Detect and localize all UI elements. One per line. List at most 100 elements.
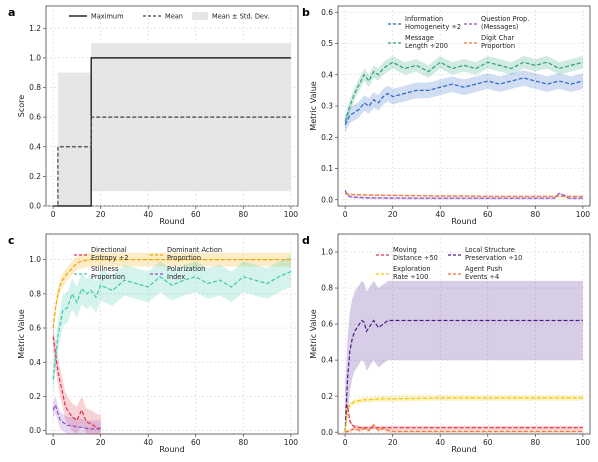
x-tick-label: 0 <box>51 210 56 219</box>
y-tick-label: 0.3 <box>321 102 333 111</box>
y-tick-label: 0.6 <box>321 320 333 329</box>
band-information-homogeneity-2 <box>345 70 583 133</box>
legend-label-stillness: Stillness Proportion <box>91 265 125 281</box>
y-tick-label: 0.4 <box>321 70 333 79</box>
ticks-b: 0 20 40 60 80 100 0.0 0.1 0.2 0.3 0.4 0.5 0.6 <box>321 8 590 219</box>
series-line-exploration-rate-100 <box>344 397 583 433</box>
legend-label-std: Mean ± Std. Dev. <box>212 13 269 21</box>
ticks-d: 0 20 40 60 80 100 0.0 0.2 0.4 0.6 0.8 1.0 <box>321 248 590 447</box>
y-tick-label: 1.2 <box>29 24 41 33</box>
y-tick-label: 0.6 <box>29 113 41 122</box>
x-tick-label: 40 <box>143 438 153 447</box>
y-tick-label: 0.8 <box>321 284 333 293</box>
x-tick-label: 80 <box>531 438 541 447</box>
x-tick-label: 20 <box>388 210 398 219</box>
y-axis-label-c: Metric Value <box>17 309 26 358</box>
x-tick-label: 60 <box>483 210 493 219</box>
ticks-a: 0 20 40 60 80 100 0.0 0.2 0.4 0.6 0.8 1.0 1.2 <box>29 24 298 219</box>
plot-area-c <box>45 233 299 435</box>
x-tick-label: 40 <box>143 210 153 219</box>
band-polarization-index <box>53 396 101 434</box>
y-tick-label: 1.0 <box>29 255 41 264</box>
series-line-mean <box>53 116 291 207</box>
series-line-dominant-action-proportion <box>52 259 291 329</box>
y-tick-label: 0.2 <box>321 392 333 401</box>
y-tick-label: 1.0 <box>29 53 41 62</box>
panel-label-a: a <box>8 6 15 19</box>
x-tick-label: 80 <box>531 210 541 219</box>
legend-label-message-length: Message Length ÷200 <box>405 34 448 50</box>
x-tick-label: 80 <box>239 210 249 219</box>
bands-d <box>345 280 583 434</box>
band-mean-std-dev <box>53 43 291 207</box>
x-tick-label: 100 <box>576 210 591 219</box>
y-tick-label: 0.1 <box>321 164 333 173</box>
legend-label-info-homogeneity: Information Homogeneity ÷2 <box>405 15 461 31</box>
legend-label-maximum: Maximum <box>91 13 124 21</box>
grid-b <box>338 6 590 206</box>
legend-label-digit-char: Digit Char Proportion <box>481 34 515 50</box>
y-tick-label: 0.5 <box>321 39 333 48</box>
y-axis-label-b: Metric Value <box>309 81 318 130</box>
legend-label-local-structure: Local Structure Preservation ÷10 <box>465 246 522 262</box>
lines-d <box>344 319 583 433</box>
panel-d: d 0 20 40 60 80 100 0.0 0.2 0.4 0.6 0.8 1.0 Round M… <box>302 233 591 454</box>
panel-label-c: c <box>8 234 15 247</box>
panel-label-d: d <box>302 234 310 247</box>
series-line-polarization-index <box>52 403 101 430</box>
series-line-information-homogeneity-2 <box>344 77 584 126</box>
plot-area-d <box>337 233 591 435</box>
y-axis-label-a: Score <box>17 95 26 117</box>
panel-a: a 0 20 40 60 80 100 0.0 0.2 0.4 0.6 0.8 1.0 1.2 Roun… <box>8 5 299 226</box>
x-tick-label: 0 <box>343 438 348 447</box>
x-tick-label: 20 <box>388 438 398 447</box>
lines-a <box>53 57 291 207</box>
bands-b <box>345 56 583 200</box>
panel-label-b: b <box>302 6 310 19</box>
series-line-message-length-200 <box>344 61 584 122</box>
legend-label-mean: Mean <box>165 13 183 21</box>
legend-swatch-std <box>192 12 208 20</box>
y-tick-label: 1.0 <box>321 248 333 257</box>
x-tick-label: 40 <box>435 210 445 219</box>
bands-c <box>53 252 291 434</box>
y-axis-label-d: Metric Value <box>309 309 318 358</box>
legend-label-dominant-action: Dominant Action Proportion <box>167 246 222 262</box>
series-line-question-prop-messages <box>344 190 583 199</box>
series-line-local-structure-preservation-10 <box>344 319 583 433</box>
legend-label-polarization: Polarization Index <box>167 265 205 281</box>
y-tick-label: 0.0 <box>321 428 333 437</box>
x-tick-label: 100 <box>576 438 591 447</box>
x-tick-label: 20 <box>96 438 106 447</box>
y-tick-label: 0.4 <box>29 358 41 367</box>
band-exploration-rate-100 <box>345 395 583 434</box>
y-tick-label: 0.2 <box>29 392 41 401</box>
x-axis-label-c: Round <box>159 445 184 454</box>
series-line-directional-entropy-2 <box>52 336 101 430</box>
x-axis-label-a: Round <box>159 217 184 226</box>
x-tick-label: 80 <box>239 438 249 447</box>
series-line-stillness-proportion <box>52 271 292 380</box>
band-digit-char-proportion <box>345 192 583 198</box>
panel-b: b 0 20 40 60 80 100 0.0 0.1 0.2 0.3 0.4 0.5 0.6 Roun… <box>302 5 591 226</box>
series-line-maximum <box>53 57 291 207</box>
legend-label-directional-entropy: Directional Entropy ÷2 <box>91 246 128 262</box>
series-line-moving-distance-50 <box>344 405 583 433</box>
band-moving-distance-50 <box>345 403 583 434</box>
legend-label-exploration: Exploration Rate ÷100 <box>393 265 431 281</box>
legend-d: Moving Distance ÷50 Exploration Rate ÷100 … <box>376 246 522 281</box>
panel-c: c 0 20 40 60 80 100 0.0 0.2 0.4 0.6 0.8 1.0 Round M… <box>8 233 299 454</box>
y-tick-label: 0.4 <box>321 356 333 365</box>
band-stillness-proportion <box>53 256 291 395</box>
x-axis-label-d: Round <box>451 445 476 454</box>
lines-c <box>52 259 292 430</box>
x-tick-label: 40 <box>435 438 445 447</box>
y-tick-label: 0.0 <box>29 202 41 211</box>
legend-label-moving-distance: Moving Distance ÷50 <box>393 246 438 262</box>
y-tick-label: 0.2 <box>29 172 41 181</box>
ticks-c: 0 20 40 60 80 100 0.0 0.2 0.4 0.6 0.8 1.0 <box>29 255 298 447</box>
y-tick-label: 0.8 <box>29 289 41 298</box>
x-axis-label-b: Round <box>451 217 476 226</box>
y-tick-label: 0.8 <box>29 83 41 92</box>
